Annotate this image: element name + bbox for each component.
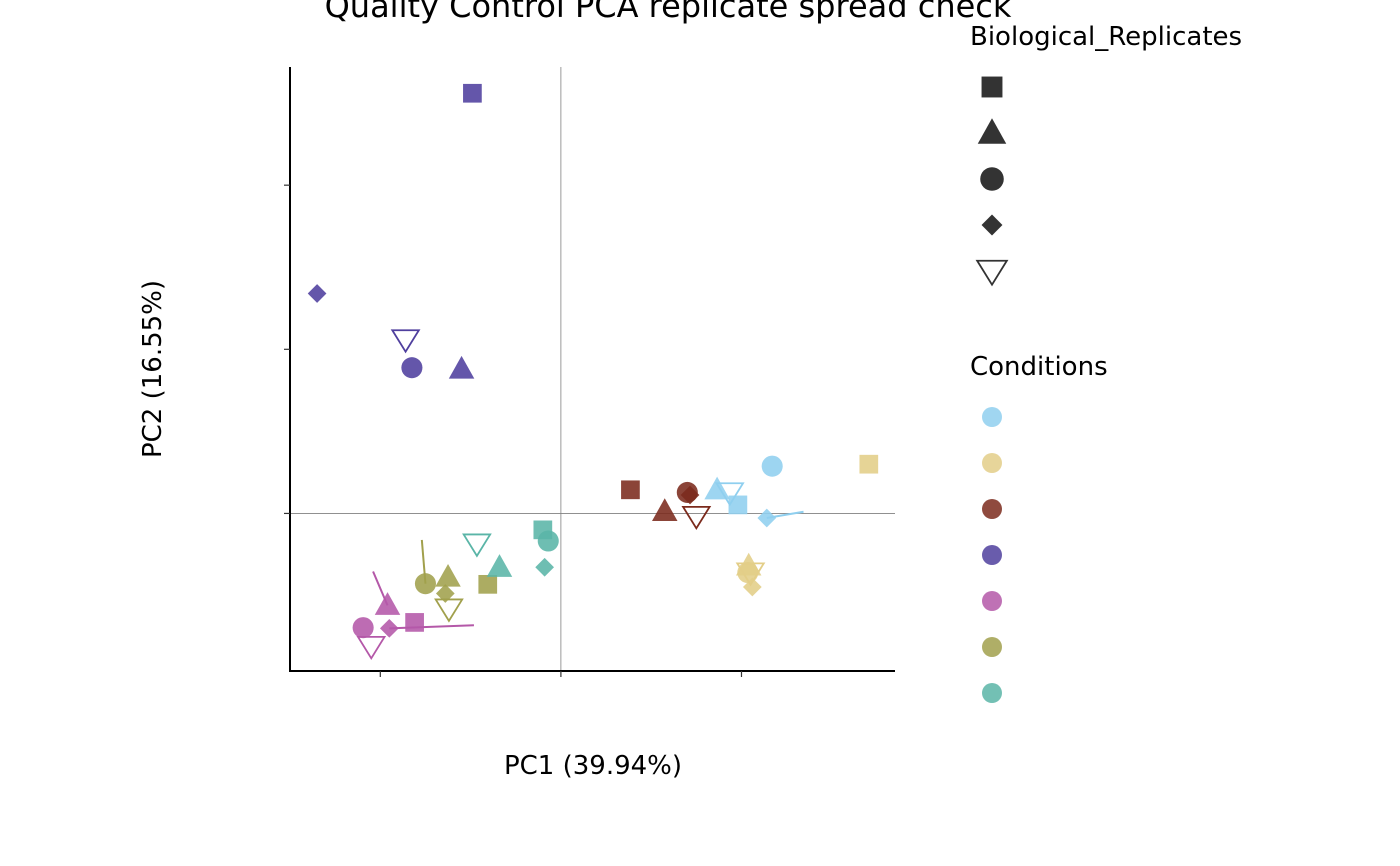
data-point	[535, 557, 554, 577]
legend-replicates: Biological_Replicates	[970, 22, 1242, 287]
legend-conditions: Conditions	[970, 352, 1108, 703]
data-point	[859, 454, 879, 474]
data-point	[435, 563, 461, 587]
data-point	[390, 329, 421, 354]
data-point	[742, 577, 762, 597]
data-point	[537, 530, 559, 552]
x-axis-ticks	[379, 671, 743, 677]
data-point	[680, 485, 700, 505]
data-point	[486, 554, 513, 577]
data-point	[728, 495, 748, 515]
legend-replicate-key	[977, 118, 1007, 144]
data-point	[714, 482, 745, 507]
legend-condition-key	[982, 591, 1002, 611]
data-point	[704, 476, 730, 500]
data-point	[307, 284, 327, 303]
data-point	[621, 480, 640, 500]
data-point	[757, 508, 777, 528]
legend-replicate-key	[981, 76, 1003, 98]
data-point	[735, 562, 766, 587]
data-points	[307, 83, 879, 661]
data-point	[405, 613, 424, 632]
data-point	[374, 592, 401, 615]
legend-condition-key	[982, 453, 1002, 473]
label-leader-line	[389, 624, 474, 630]
data-point	[761, 455, 783, 477]
legend-condition-key	[982, 499, 1002, 519]
y-axis-ticks	[284, 184, 290, 515]
data-point	[463, 83, 482, 103]
data-point	[478, 574, 498, 594]
data-point	[414, 573, 436, 595]
data-point	[448, 355, 475, 379]
chart-title: Quality Control PCA replicate spread che…	[325, 0, 1012, 25]
data-point	[379, 618, 399, 638]
y-axis-title: PC2 (16.55%)	[138, 280, 168, 458]
legend-conditions-title: Conditions	[970, 352, 1108, 382]
x-axis-title: PC1 (39.94%)	[504, 751, 682, 781]
data-point	[356, 635, 387, 661]
data-point	[462, 533, 492, 558]
legend-condition-key	[982, 407, 1002, 427]
legend-condition-key	[982, 637, 1002, 657]
axes	[289, 67, 895, 672]
data-point	[352, 617, 374, 639]
legend-replicates-title: Biological_Replicates	[970, 22, 1242, 52]
legend-condition-key	[982, 545, 1002, 565]
data-point	[651, 498, 678, 522]
legend-replicate-key	[975, 259, 1009, 287]
data-point	[401, 357, 423, 379]
data-point	[434, 598, 464, 623]
legend-replicate-key	[981, 214, 1003, 236]
legend-replicate-key	[980, 167, 1004, 191]
data-point	[737, 561, 759, 584]
plot-panel	[290, 67, 895, 671]
data-point	[681, 505, 712, 531]
legend-condition-key	[982, 683, 1002, 703]
data-point	[435, 584, 455, 603]
